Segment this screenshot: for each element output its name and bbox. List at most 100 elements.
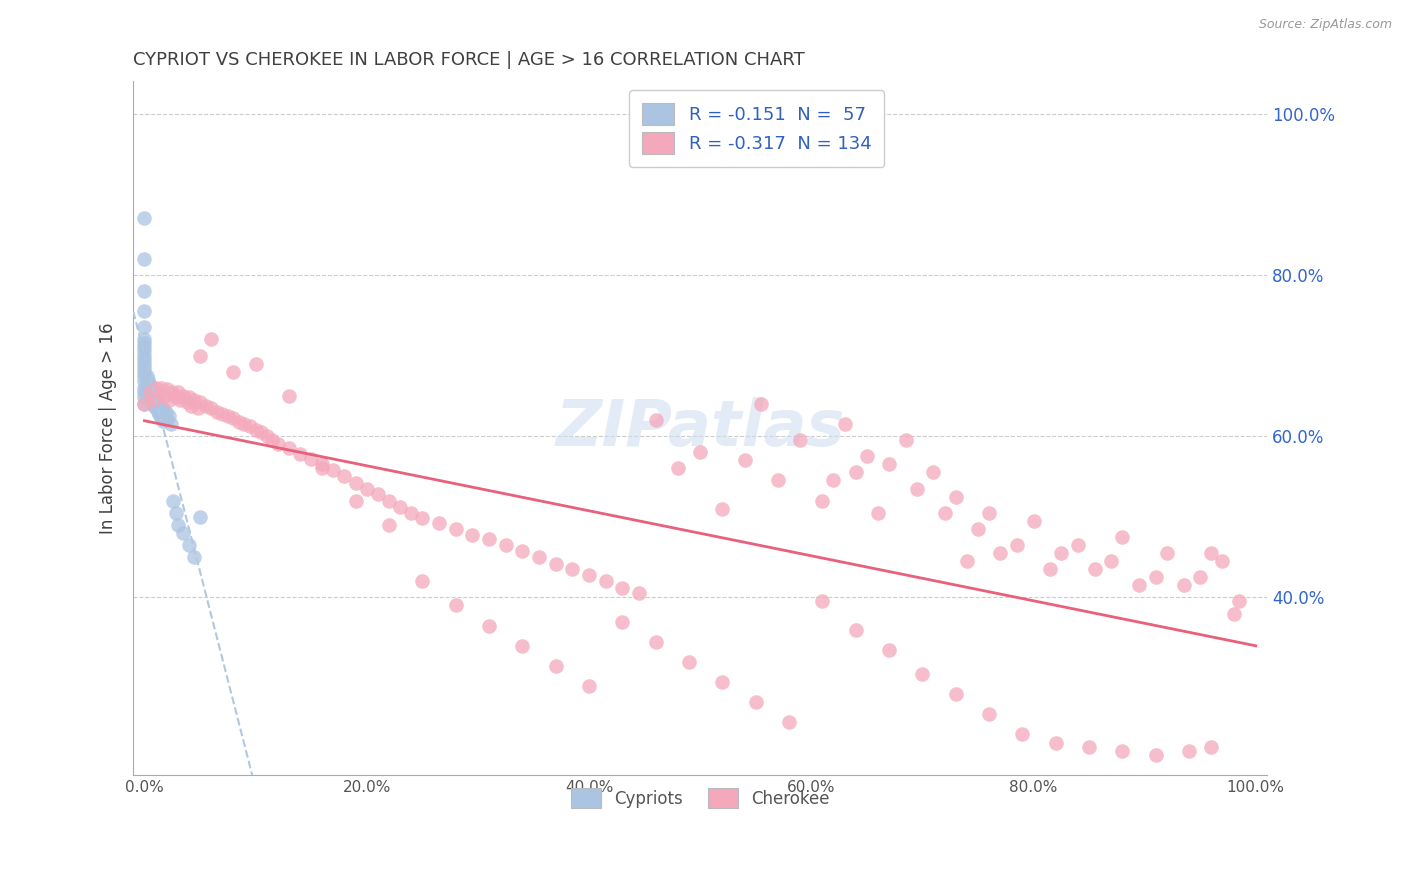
Point	[1045, 735, 1067, 749]
Point	[1084, 562, 1107, 576]
Point	[1201, 546, 1223, 560]
Point	[145, 401, 167, 415]
Point	[299, 451, 322, 466]
Point	[510, 639, 533, 653]
Point	[135, 381, 157, 395]
Point	[1222, 607, 1244, 621]
Point	[134, 357, 156, 371]
Point	[1178, 744, 1201, 758]
Point	[389, 500, 412, 515]
Point	[823, 474, 845, 488]
Point	[138, 376, 160, 391]
Point	[1005, 538, 1028, 552]
Point	[1128, 578, 1150, 592]
Point	[183, 392, 205, 407]
Point	[162, 493, 184, 508]
Point	[411, 511, 433, 525]
Point	[134, 374, 156, 388]
Point	[734, 453, 756, 467]
Point	[789, 433, 811, 447]
Point	[367, 487, 389, 501]
Point	[834, 417, 856, 431]
Point	[988, 546, 1011, 560]
Point	[134, 397, 156, 411]
Point	[1050, 546, 1073, 560]
Point	[134, 304, 156, 318]
Point	[1144, 570, 1167, 584]
Point	[311, 461, 333, 475]
Point	[1227, 594, 1250, 608]
Point	[922, 466, 945, 480]
Point	[142, 397, 165, 411]
Point	[945, 687, 967, 701]
Point	[177, 391, 200, 405]
Point	[495, 538, 517, 552]
Point	[150, 410, 173, 425]
Point	[956, 554, 979, 568]
Point	[188, 349, 211, 363]
Point	[141, 394, 163, 409]
Point	[905, 482, 928, 496]
Point	[148, 407, 170, 421]
Point	[1078, 739, 1101, 754]
Point	[322, 463, 344, 477]
Point	[378, 517, 401, 532]
Point	[141, 383, 163, 397]
Point	[134, 381, 156, 395]
Point	[160, 417, 183, 431]
Point	[578, 679, 600, 693]
Point	[262, 433, 284, 447]
Point	[1189, 570, 1212, 584]
Point	[444, 599, 467, 613]
Point	[612, 615, 634, 629]
Point	[228, 415, 250, 429]
Point	[311, 458, 333, 472]
Point	[146, 392, 169, 407]
Point	[134, 397, 156, 411]
Point	[1039, 562, 1062, 576]
Point	[142, 384, 165, 399]
Point	[146, 391, 169, 405]
Point	[267, 437, 290, 451]
Point	[288, 447, 311, 461]
Point	[778, 715, 800, 730]
Point	[139, 391, 162, 405]
Point	[211, 407, 233, 421]
Point	[172, 525, 194, 540]
Point	[166, 384, 188, 399]
Point	[612, 581, 634, 595]
Point	[169, 392, 191, 407]
Text: Source: ZipAtlas.com: Source: ZipAtlas.com	[1258, 18, 1392, 31]
Point	[478, 533, 501, 547]
Point	[1173, 578, 1195, 592]
Point	[134, 341, 156, 355]
Point	[139, 392, 162, 407]
Point	[749, 397, 772, 411]
Point	[153, 389, 176, 403]
Point	[845, 623, 868, 637]
Point	[967, 522, 990, 536]
Point	[644, 634, 666, 648]
Point	[176, 395, 198, 409]
Point	[134, 336, 156, 351]
Point	[945, 490, 967, 504]
Point	[877, 458, 900, 472]
Point	[134, 349, 156, 363]
Point	[644, 413, 666, 427]
Point	[744, 695, 766, 709]
Point	[527, 550, 550, 565]
Point	[977, 707, 1000, 722]
Point	[155, 405, 177, 419]
Point	[344, 475, 367, 490]
Point	[200, 332, 222, 346]
Y-axis label: In Labor Force | Age > 16: In Labor Force | Age > 16	[100, 322, 117, 533]
Point	[136, 384, 159, 399]
Point	[811, 594, 834, 608]
Point	[143, 387, 166, 401]
Point	[245, 423, 267, 437]
Point	[134, 320, 156, 334]
Point	[134, 365, 156, 379]
Point	[165, 506, 187, 520]
Point	[427, 516, 450, 531]
Point	[134, 252, 156, 266]
